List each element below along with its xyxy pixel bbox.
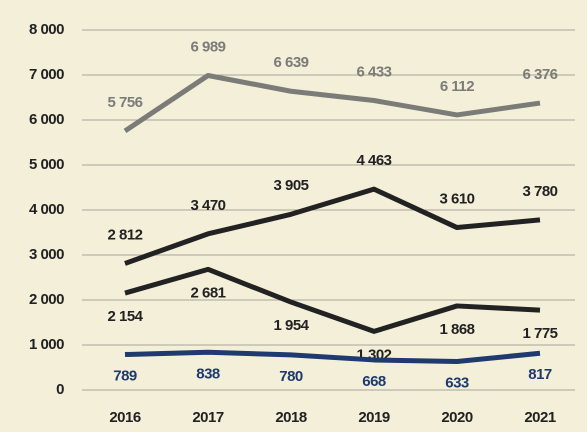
data-label: 633 [445, 374, 469, 391]
x-tick-label: 2018 [275, 409, 307, 426]
data-label: 2 154 [107, 308, 143, 325]
data-label: 5 756 [107, 94, 142, 111]
y-tick-label: 3 000 [29, 246, 64, 263]
data-label: 2 812 [107, 226, 142, 243]
y-tick-label: 7 000 [29, 66, 64, 83]
data-label: 6 433 [356, 63, 391, 80]
data-label: 2 681 [190, 284, 225, 301]
data-label: 1 868 [439, 321, 474, 338]
y-tick-label: 1 000 [29, 336, 64, 353]
data-label: 780 [279, 368, 303, 385]
y-tick-label: 2 000 [29, 291, 64, 308]
data-label: 789 [113, 367, 137, 384]
x-tick-label: 2019 [358, 409, 390, 426]
y-tick-label: 0 [56, 381, 64, 398]
data-label: 3 470 [190, 197, 225, 214]
data-label: 4 463 [356, 152, 391, 169]
data-label: 1 775 [522, 325, 557, 342]
x-tick-label: 2020 [441, 409, 473, 426]
x-tick-label: 2021 [524, 409, 556, 426]
y-tick-label: 5 000 [29, 156, 64, 173]
data-label: 6 989 [190, 38, 225, 55]
y-tick-label: 6 000 [29, 111, 64, 128]
data-label: 3 905 [273, 177, 308, 194]
data-label: 6 639 [273, 54, 308, 71]
data-label: 668 [362, 373, 386, 390]
x-tick-label: 2017 [192, 409, 224, 426]
data-label: 6 112 [440, 78, 474, 95]
data-label: 3 780 [522, 183, 557, 200]
line [124, 186, 541, 266]
data-label: 838 [196, 365, 220, 382]
data-label: 817 [528, 366, 552, 383]
data-label: 1 954 [273, 317, 309, 334]
line [123, 72, 541, 134]
line [124, 266, 541, 334]
data-label: 6 376 [522, 66, 557, 83]
line [124, 349, 541, 365]
x-tick-label: 2016 [109, 409, 141, 426]
data-label: 3 610 [439, 191, 474, 208]
y-tick-label: 8 000 [29, 21, 64, 38]
y-tick-label: 4 000 [29, 201, 64, 218]
